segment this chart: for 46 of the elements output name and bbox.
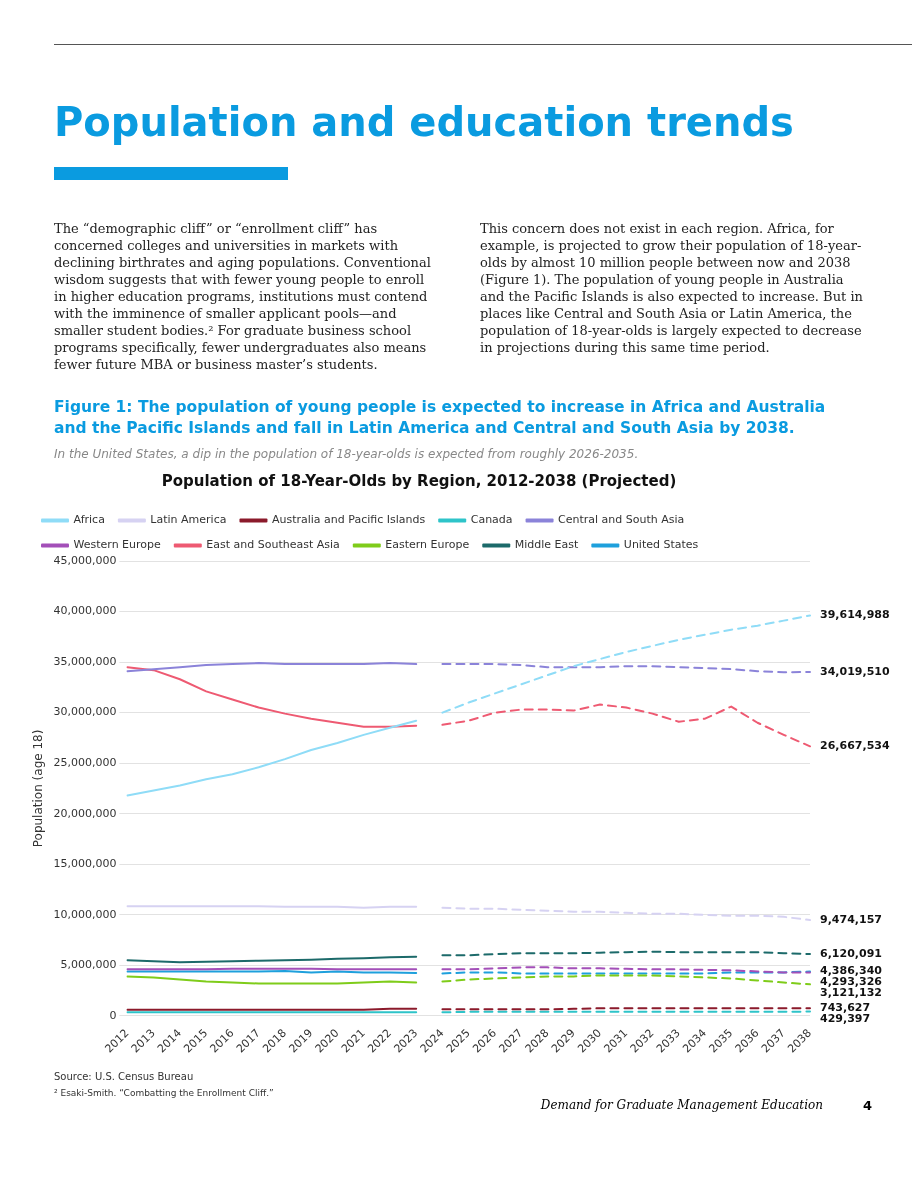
data-label: 39,614,988: [820, 608, 890, 622]
y-tick-label: 0: [109, 1008, 117, 1022]
data-label: 9,474,157: [820, 912, 882, 926]
y-tick-label: 10,000,000: [53, 907, 117, 921]
data-label: 4,293,326: [820, 975, 883, 989]
text: In the United States, a dip in the population of 18-year-olds is expected from roughly 2026-2035.: [54, 447, 640, 461]
line-series: [441, 906, 811, 922]
legend-label: Africa: [73, 513, 105, 527]
data-label: 4,386,340: [820, 964, 883, 978]
y-tick-label: 30,000,000: [53, 705, 117, 719]
y-tick-label: 5,000,000: [60, 958, 117, 972]
legend-label: Middle East: [514, 538, 580, 552]
y-tick-label: 25,000,000: [53, 756, 117, 770]
data-label: 6,120,091: [820, 946, 882, 960]
text: Population and education trends: [54, 99, 795, 145]
line-series: [441, 614, 811, 714]
data-label: 3,121,132: [820, 986, 882, 1000]
legend-label: Canada: [470, 513, 513, 527]
source-note: Source: U.S. Census Bureau: [54, 1071, 195, 1082]
y-tick-label: 20,000,000: [53, 806, 117, 820]
line-series: [441, 974, 811, 986]
text: Demand for Graduate Management Education: [540, 1098, 823, 1113]
legend-label: Australia and Pacific Islands: [271, 513, 426, 527]
legend-label: East and Southeast Asia: [206, 538, 340, 552]
y-axis-title: Population (age 18): [31, 729, 46, 848]
chart-title: Population of 18-Year-Olds by Region, 2012-2038 (Projected): [161, 471, 677, 490]
y-tick-label: 35,000,000: [53, 654, 117, 668]
legend-label: Central and South Asia: [558, 513, 685, 527]
y-tick-label: 40,000,000: [53, 604, 117, 618]
data-label: 26,667,534: [820, 739, 890, 753]
text: This concern does not exist in each region. Africa, for example, is projected to grow their population of 18-year-olds by almost 10 million people between now and 2038 (Figure 1). The population of young people in Australia and the Pacific Islands is also expected to increase. But in places like Central and South Asia or Latin America, the population of 18-year-olds is largely expected to decrease in projections during this same time period.: [480, 220, 864, 357]
line-series: [441, 703, 811, 748]
line-series: [441, 663, 811, 674]
caption: Figure 1: The population of young people is expected to increase in Africa and Australia and the Pacific Islands and fall in Latin America and Central and South Asia by 2038.: [54, 397, 827, 439]
y-tick-label: 45,000,000: [53, 553, 117, 567]
legend-label: Eastern Europe: [385, 538, 470, 552]
text: 4: [862, 1098, 872, 1113]
legend-label: United States: [623, 538, 699, 552]
data-label: 743,627: [820, 1001, 871, 1015]
y-tick-label: 15,000,000: [53, 857, 117, 871]
text: ² Esaki-Smith. “Combatting the Enrollment Cliff.”: [54, 1088, 275, 1098]
text: The “demographic cliff” or “enrollment cliff” has concerned colleges and universities in markets with declining birthrates and aging populations. Conventional wisdom suggests that with fewer young people to enroll in higher education programs, institutions must contend with the imminence of smaller applicant pools—and smaller student bodies.² For graduate business school programs specifically, fewer undergraduates also means fewer future MBA or business master’s students.: [54, 221, 431, 372]
legend-label: Western Europe: [73, 538, 162, 552]
data-label: 34,019,510: [820, 664, 890, 678]
data-label: 429,397: [820, 1012, 871, 1026]
legend-label: Latin America: [150, 513, 227, 527]
